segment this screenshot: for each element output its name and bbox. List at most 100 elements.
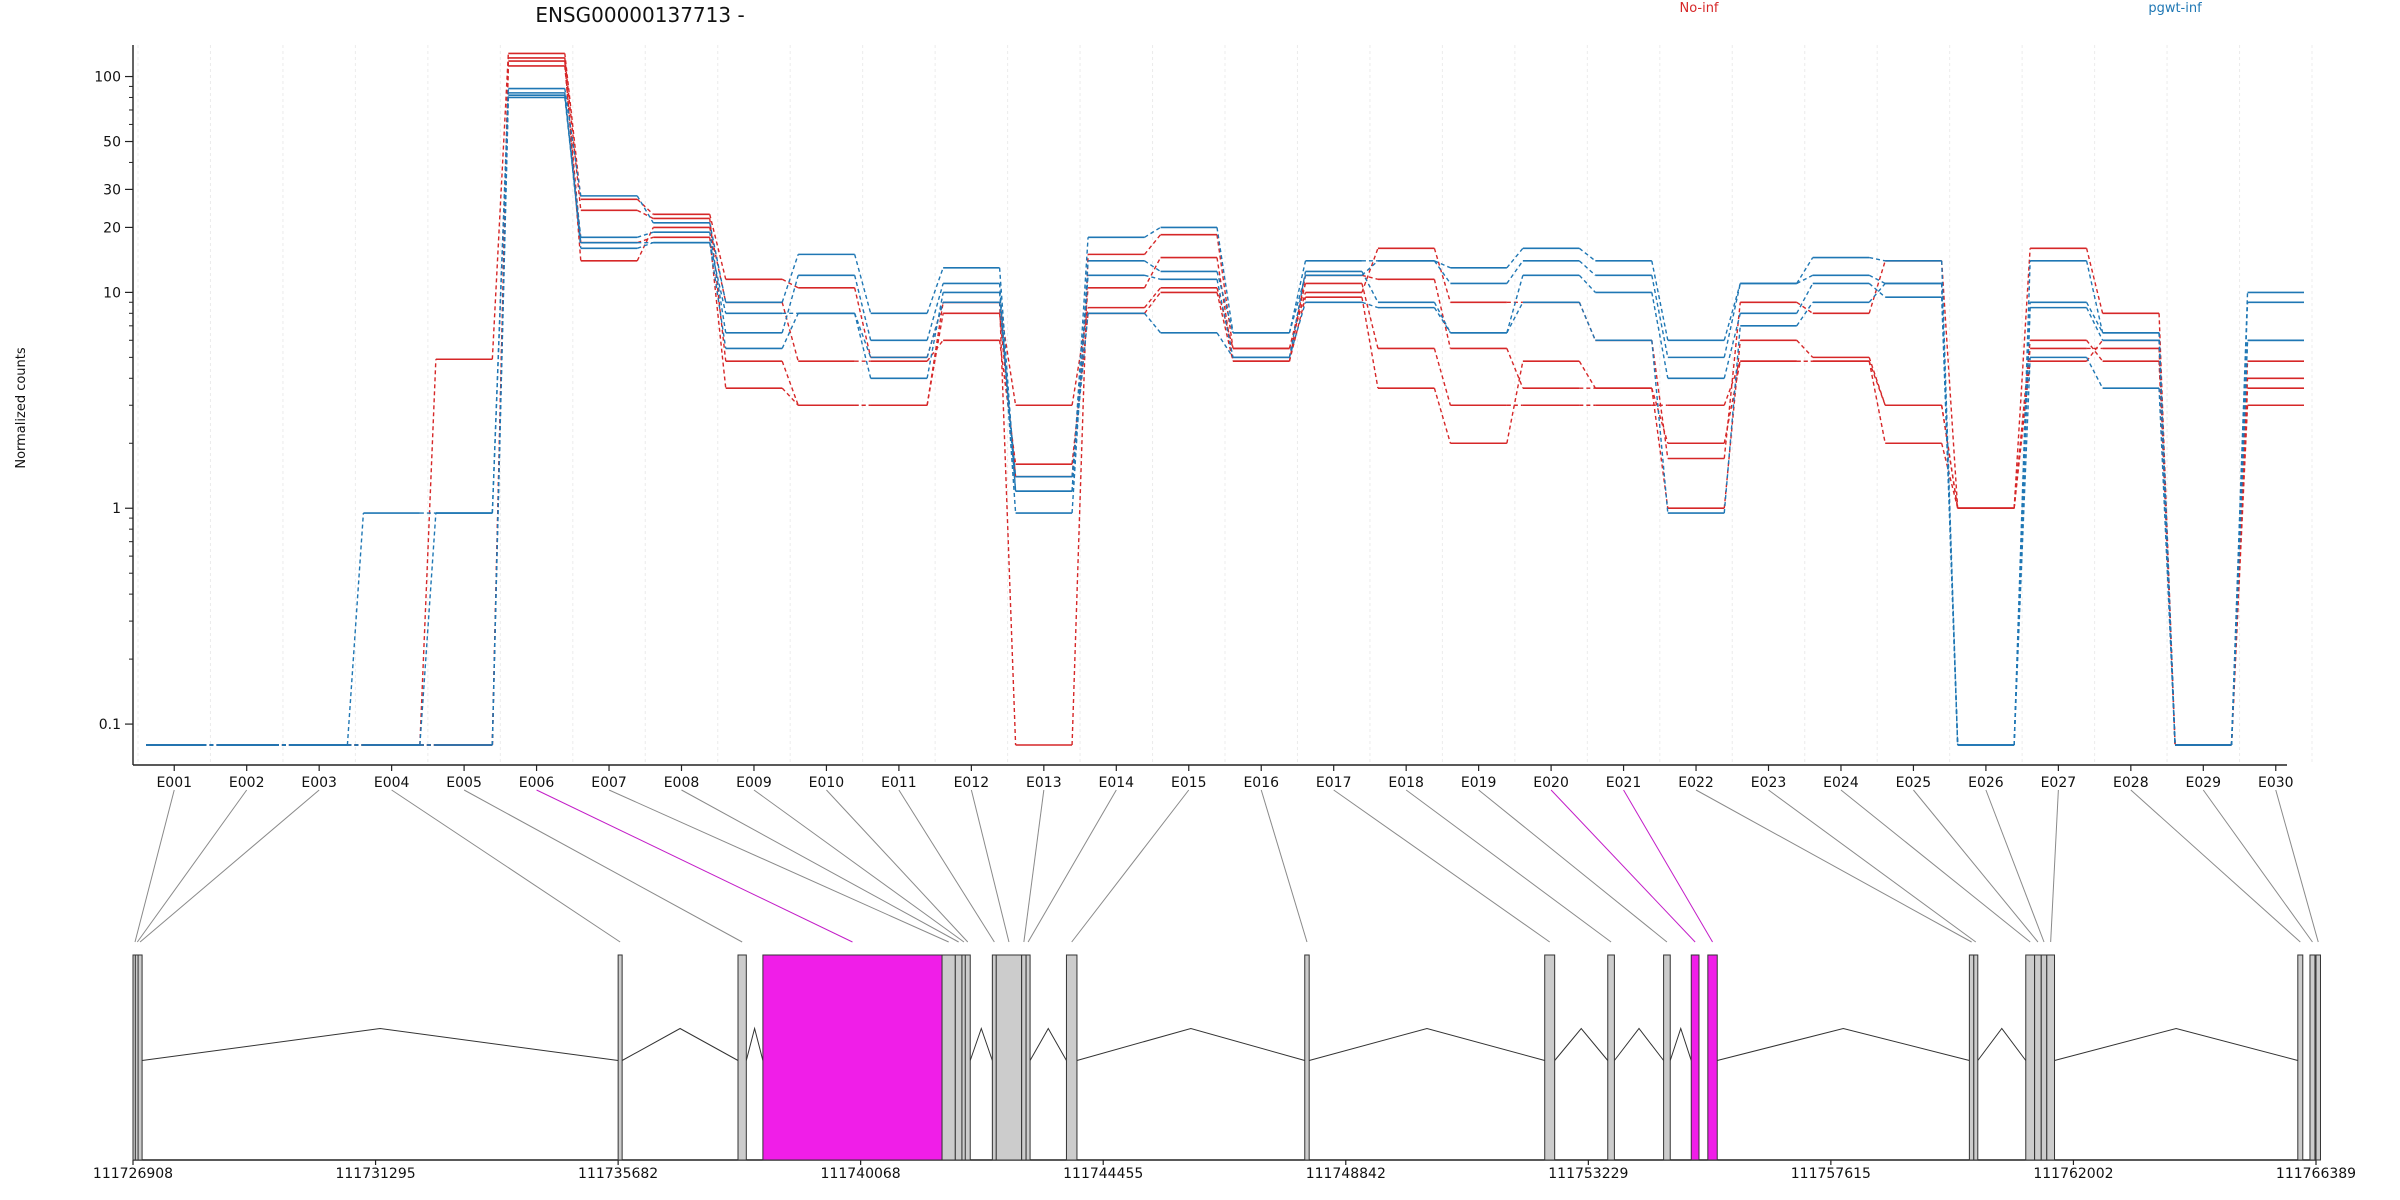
series-connector: [637, 236, 654, 244]
exon-connector: [136, 789, 248, 943]
x-tick-label: E001: [156, 775, 192, 791]
exon-box: [941, 954, 956, 1161]
exon-box: [1021, 954, 1027, 1161]
series-connector: [853, 254, 872, 314]
series-connector: [926, 292, 944, 379]
chart-header: ENSG00000137713 - No-inf pgwt-inf: [535, 1, 2202, 27]
y-tick-label: 1: [112, 501, 121, 517]
series-connector: [419, 512, 437, 746]
exon-box: [1544, 954, 1556, 1161]
exon-box: [954, 954, 963, 1161]
series-connector: [2013, 357, 2031, 746]
series-connector: [998, 302, 1017, 477]
y-axis-label: Normalized counts: [14, 347, 29, 469]
exon-connector: [681, 789, 959, 943]
series-connector: [491, 92, 510, 746]
series-connector: [781, 278, 799, 289]
series-connector: [1869, 256, 1886, 262]
x-tick-label: E004: [374, 775, 410, 791]
series-connector: [1216, 332, 1234, 358]
series-connector: [1216, 227, 1234, 333]
exon-box: [1663, 954, 1671, 1161]
series-connector: [1143, 257, 1162, 289]
vertical-gridlines: [137, 45, 2313, 765]
series-lines: [146, 52, 2304, 746]
exon-box: [137, 954, 143, 1161]
series-connector: [1796, 339, 1814, 358]
x-tick-label: E006: [519, 775, 555, 791]
series-connector: [1361, 274, 1379, 280]
x-tick-label: E017: [1316, 775, 1352, 791]
series-connector: [854, 313, 872, 358]
x-tick-label: E028: [2113, 775, 2149, 791]
exon-connector: [898, 789, 995, 943]
x-tick-label: E020: [1533, 775, 1569, 791]
intron-line: [745, 1026, 764, 1061]
series-connector: [2013, 248, 2031, 509]
series-connector: [1433, 387, 1452, 444]
exon-connector: [1550, 789, 1696, 943]
exon-box: [1607, 954, 1615, 1161]
series-connector: [1868, 282, 1886, 298]
exon-connector: [1023, 789, 1045, 943]
x-tick-label: E026: [1968, 775, 2004, 791]
intron-line: [1977, 1027, 2027, 1061]
series-connector: [1071, 260, 1089, 514]
series-connector: [564, 92, 582, 249]
series-connector: [2085, 301, 2104, 334]
series-connector: [1288, 260, 1307, 333]
exon-connector: [826, 789, 969, 943]
intron-line: [1613, 1027, 1665, 1061]
x-tick-label: E029: [2186, 775, 2222, 791]
series-connector: [998, 302, 1017, 746]
exon-connector: [1985, 789, 2045, 943]
y-tick-label: 20: [103, 220, 121, 236]
exon-connector: [1840, 789, 2031, 943]
series-connector: [1143, 291, 1162, 314]
series-connector: [2013, 348, 2031, 509]
series-connector: [1506, 275, 1524, 333]
intron-line: [142, 1027, 619, 1061]
series-connector: [2085, 357, 2104, 389]
exon-connector: [2275, 789, 2319, 943]
series-connector: [1144, 274, 1161, 280]
series-connector: [1216, 287, 1234, 349]
series-connector: [2158, 388, 2176, 746]
intron-line: [1076, 1027, 1305, 1061]
exon-box: [2034, 954, 2042, 1161]
x-tick-label: E014: [1099, 775, 1135, 791]
exon-connector: [608, 789, 949, 943]
series-connector: [1651, 387, 1669, 444]
x-tick-label: E015: [1171, 775, 1207, 791]
exon-box: [2315, 954, 2321, 1161]
exon-box: [762, 954, 943, 1161]
series-connector: [1796, 283, 1814, 314]
exon-connector: [391, 789, 621, 943]
y-tick-label: 50: [103, 135, 121, 151]
series-connector: [1723, 283, 1741, 358]
exon-connector: [1071, 789, 1190, 943]
exon-box: [1968, 954, 1975, 1161]
exon-box: [1065, 954, 1078, 1161]
series-connector: [1578, 260, 1596, 276]
y-tick-label: 0.1: [99, 717, 121, 733]
x-tick-label: E027: [2041, 775, 2077, 791]
legend-label-no-inf: No-inf: [1679, 1, 1718, 16]
series-connector: [1506, 260, 1524, 284]
series-connector: [853, 287, 872, 358]
series-connector: [1651, 292, 1669, 379]
genomic-tick-label: 111726908: [93, 1166, 173, 1182]
exon-box: [2309, 954, 2316, 1161]
genomic-tick-label: 111762002: [2033, 1166, 2113, 1182]
exon-connector: [2202, 789, 2313, 943]
intron-line: [1717, 1027, 1970, 1061]
series-connector: [1216, 271, 1234, 333]
series-connector: [491, 53, 510, 360]
x-tick-label: E012: [954, 775, 990, 791]
series-connector: [781, 302, 799, 362]
x-tick-label: E018: [1388, 775, 1424, 791]
series-connector: [781, 387, 799, 406]
exon-connector: [1768, 789, 1977, 943]
series-connector: [636, 195, 654, 224]
intron-line: [969, 1026, 993, 1061]
